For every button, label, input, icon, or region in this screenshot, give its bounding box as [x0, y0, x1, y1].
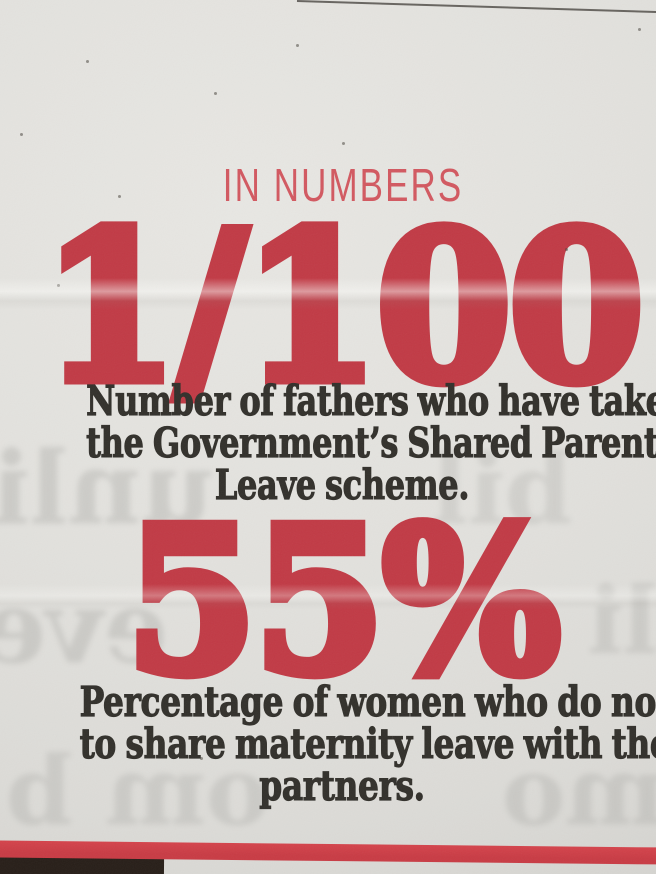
dust-speck — [20, 133, 23, 136]
dust-speck — [296, 44, 299, 47]
dust-speck — [118, 195, 121, 198]
caption-line: the Government’s Shared Parental — [86, 419, 656, 467]
caption-line: Number of fathers who have taken up — [86, 377, 656, 425]
dust-speck — [638, 28, 641, 31]
caption-line: partners. — [259, 762, 426, 810]
dust-speck — [565, 248, 568, 251]
stat-caption-women: Percentage of women who do not want to s… — [79, 678, 656, 810]
dust-speck — [214, 92, 217, 95]
stat-value-women: 55% — [121, 484, 566, 719]
dust-speck — [57, 284, 60, 287]
dust-speck — [86, 60, 89, 63]
dust-speck — [200, 757, 203, 760]
dust-speck — [342, 142, 345, 145]
top-hairline-rule — [296, 0, 656, 14]
caption-line: Percentage of women who do not want — [79, 678, 656, 726]
caption-line: to share maternity leave with their — [79, 720, 656, 768]
